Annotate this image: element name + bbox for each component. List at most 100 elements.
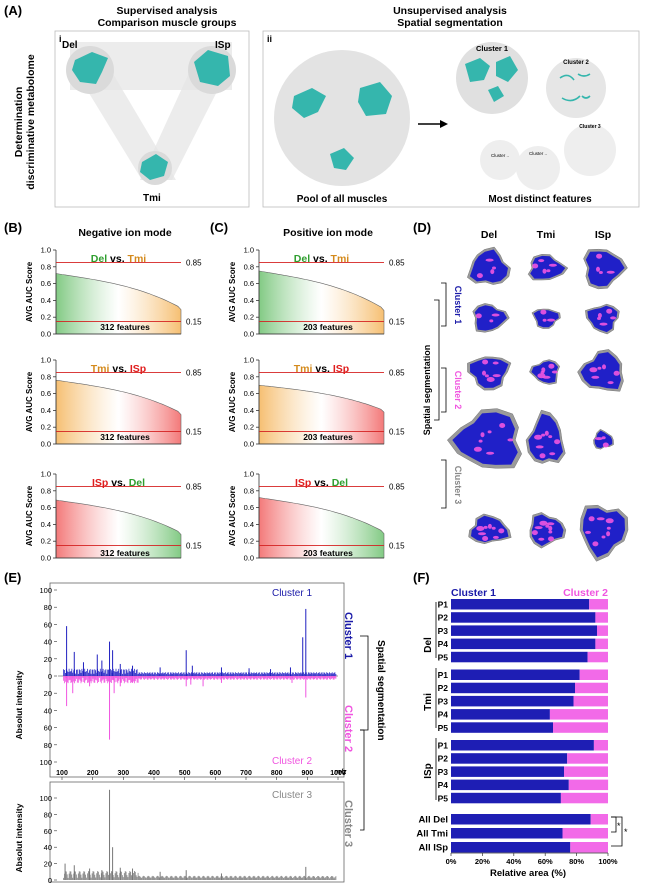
auc-chart-b2: 0.0 0.2 0.4 0.6 0.8 1.0 0.85 0.15 Tmi vs. ISp AVG… <box>25 356 202 449</box>
tissue-cluster2-spot <box>475 313 482 319</box>
f-bar-cluster2 <box>593 740 608 751</box>
f-bar-row: P5 <box>438 651 608 663</box>
cluster3-label: Cluster 3 <box>579 124 601 130</box>
f-bar-label: P2 <box>438 683 449 693</box>
tissue-cluster2-spot <box>548 263 557 267</box>
f-bar-cluster1 <box>451 753 568 764</box>
threshold-lower-label: 0.15 <box>186 427 202 436</box>
e-xtick-label: 400 <box>148 770 160 777</box>
panel-c: (C) Positive ion mode <box>210 220 373 239</box>
sub-ii-label: ii <box>267 34 272 44</box>
threshold-lower-label: 0.15 <box>389 317 405 326</box>
tissue-cluster2-spot <box>542 318 547 322</box>
auc-ytick-label: 0.6 <box>244 389 254 398</box>
auc-ytick-label: 0.2 <box>41 537 51 546</box>
f-bar-row: All ISp <box>418 842 608 854</box>
auc-ylabel: AVG AUC Score <box>228 485 237 546</box>
threshold-upper-label: 0.85 <box>389 483 405 492</box>
auc-ytick-label: 0.2 <box>244 313 254 322</box>
tissue-cluster2-spot <box>599 322 608 326</box>
e3-ytick-label: 100 <box>39 794 52 803</box>
f-xtick-label: 100% <box>598 857 618 866</box>
auc-ytick-label: 0.4 <box>244 296 254 305</box>
f-bar-cluster2 <box>570 842 608 853</box>
auc-ytick-label: 0.4 <box>41 296 51 305</box>
tissue-section <box>529 512 567 549</box>
threshold-lower-label: 0.15 <box>389 427 405 436</box>
panel-b-label: (B) <box>4 220 22 235</box>
f-bar-cluster1 <box>451 722 553 733</box>
f-bar-label: All Tmi <box>416 829 448 840</box>
tissue-cluster2-spot <box>549 452 556 456</box>
tissue-section <box>583 248 628 290</box>
f-group-tmi: Tmi <box>423 693 434 711</box>
label-tmi: Tmi <box>143 193 161 204</box>
label-del: Del <box>62 40 78 51</box>
auc-area <box>258 497 385 559</box>
comparison-a: Tmi <box>294 363 313 375</box>
e-bracket-2 <box>360 729 365 831</box>
panel-c-label: (C) <box>210 220 228 235</box>
f-bar-cluster1 <box>451 695 574 707</box>
tissue-cluster1-area <box>452 412 518 465</box>
f-bar-cluster2 <box>575 682 608 694</box>
f-bar-label: P2 <box>438 613 449 623</box>
tissue-cluster1-area <box>580 352 621 389</box>
cluster1-muscle-c-icon <box>488 86 504 102</box>
f-xtick-label: 0% <box>446 857 457 866</box>
d-bracket-c3 <box>441 459 447 509</box>
tissue-cluster2-spot <box>591 375 600 379</box>
b3-features: 312 features <box>100 548 150 558</box>
e-ytick-up-label: 0 <box>48 672 52 681</box>
f-bar-cluster1 <box>451 792 561 804</box>
f-bar-cluster2 <box>590 814 608 825</box>
auc-ytick-label: 0.4 <box>244 520 254 529</box>
f-bar-row: All Del <box>418 814 608 826</box>
comparison-vs: vs. <box>312 363 332 375</box>
auc-ytick-label: 0.8 <box>41 262 51 271</box>
tissue-cluster1-area <box>474 305 507 331</box>
f-bar-cluster2 <box>549 709 608 720</box>
tissue-cluster2-spot <box>589 367 598 373</box>
tissue-cluster2-spot <box>547 318 555 322</box>
f-bar-row: P3 <box>438 766 608 777</box>
tissue-cluster2-spot <box>537 373 546 379</box>
f-bar-label: P5 <box>438 652 449 662</box>
f-star-2: * <box>624 827 628 837</box>
tissue-section <box>468 513 512 545</box>
tissue-cluster2-spot <box>532 263 539 269</box>
tissue-cluster2-spot <box>601 535 606 539</box>
tissue-cluster2-spot <box>487 430 492 434</box>
supervised-title: Supervised analysis <box>117 5 218 17</box>
tissue-cluster2-spot <box>538 537 545 541</box>
tissue-images <box>446 246 629 562</box>
tissue-cluster2-spot <box>606 308 613 314</box>
f-bar-row: P5 <box>438 722 608 733</box>
comparison-b: ISp <box>130 363 146 375</box>
auc-chart-c3: 0.0 0.2 0.4 0.6 0.8 1.0 0.85 0.15 ISp vs. Del AVG… <box>228 470 405 563</box>
del-muscle-icon <box>72 52 108 84</box>
comparison-a: Del <box>294 253 310 265</box>
e-xtick-label: 600 <box>209 770 221 777</box>
cluster2-circle <box>546 58 606 118</box>
f-bar-cluster2 <box>562 828 608 839</box>
tissue-section <box>579 504 629 562</box>
tissue-cluster2-spot <box>596 266 600 272</box>
f-bar-cluster1 <box>451 766 564 777</box>
auc-ytick-label: 1.0 <box>244 356 254 365</box>
f-bar-cluster1 <box>451 682 575 694</box>
e-ytick-down-label: 40 <box>44 706 52 715</box>
auc-ytick-label: 1.0 <box>41 356 51 365</box>
tissue-cluster2-spot <box>539 520 548 526</box>
panel-d-label: (D) <box>413 220 431 235</box>
tissue-cluster2-spot <box>492 535 499 539</box>
comparison-vs: vs. <box>108 477 128 489</box>
auc-feature-labels: 312 features 312 features 312 features 2… <box>100 322 353 558</box>
e3-ytick-label: 60 <box>44 827 52 836</box>
e-xtick-label: 1000 <box>330 770 346 777</box>
f-bar-row: P4 <box>438 709 608 720</box>
tissue-section <box>531 308 561 329</box>
e-xtick-label: 900 <box>301 770 313 777</box>
d-bracket-c2 <box>441 367 447 413</box>
